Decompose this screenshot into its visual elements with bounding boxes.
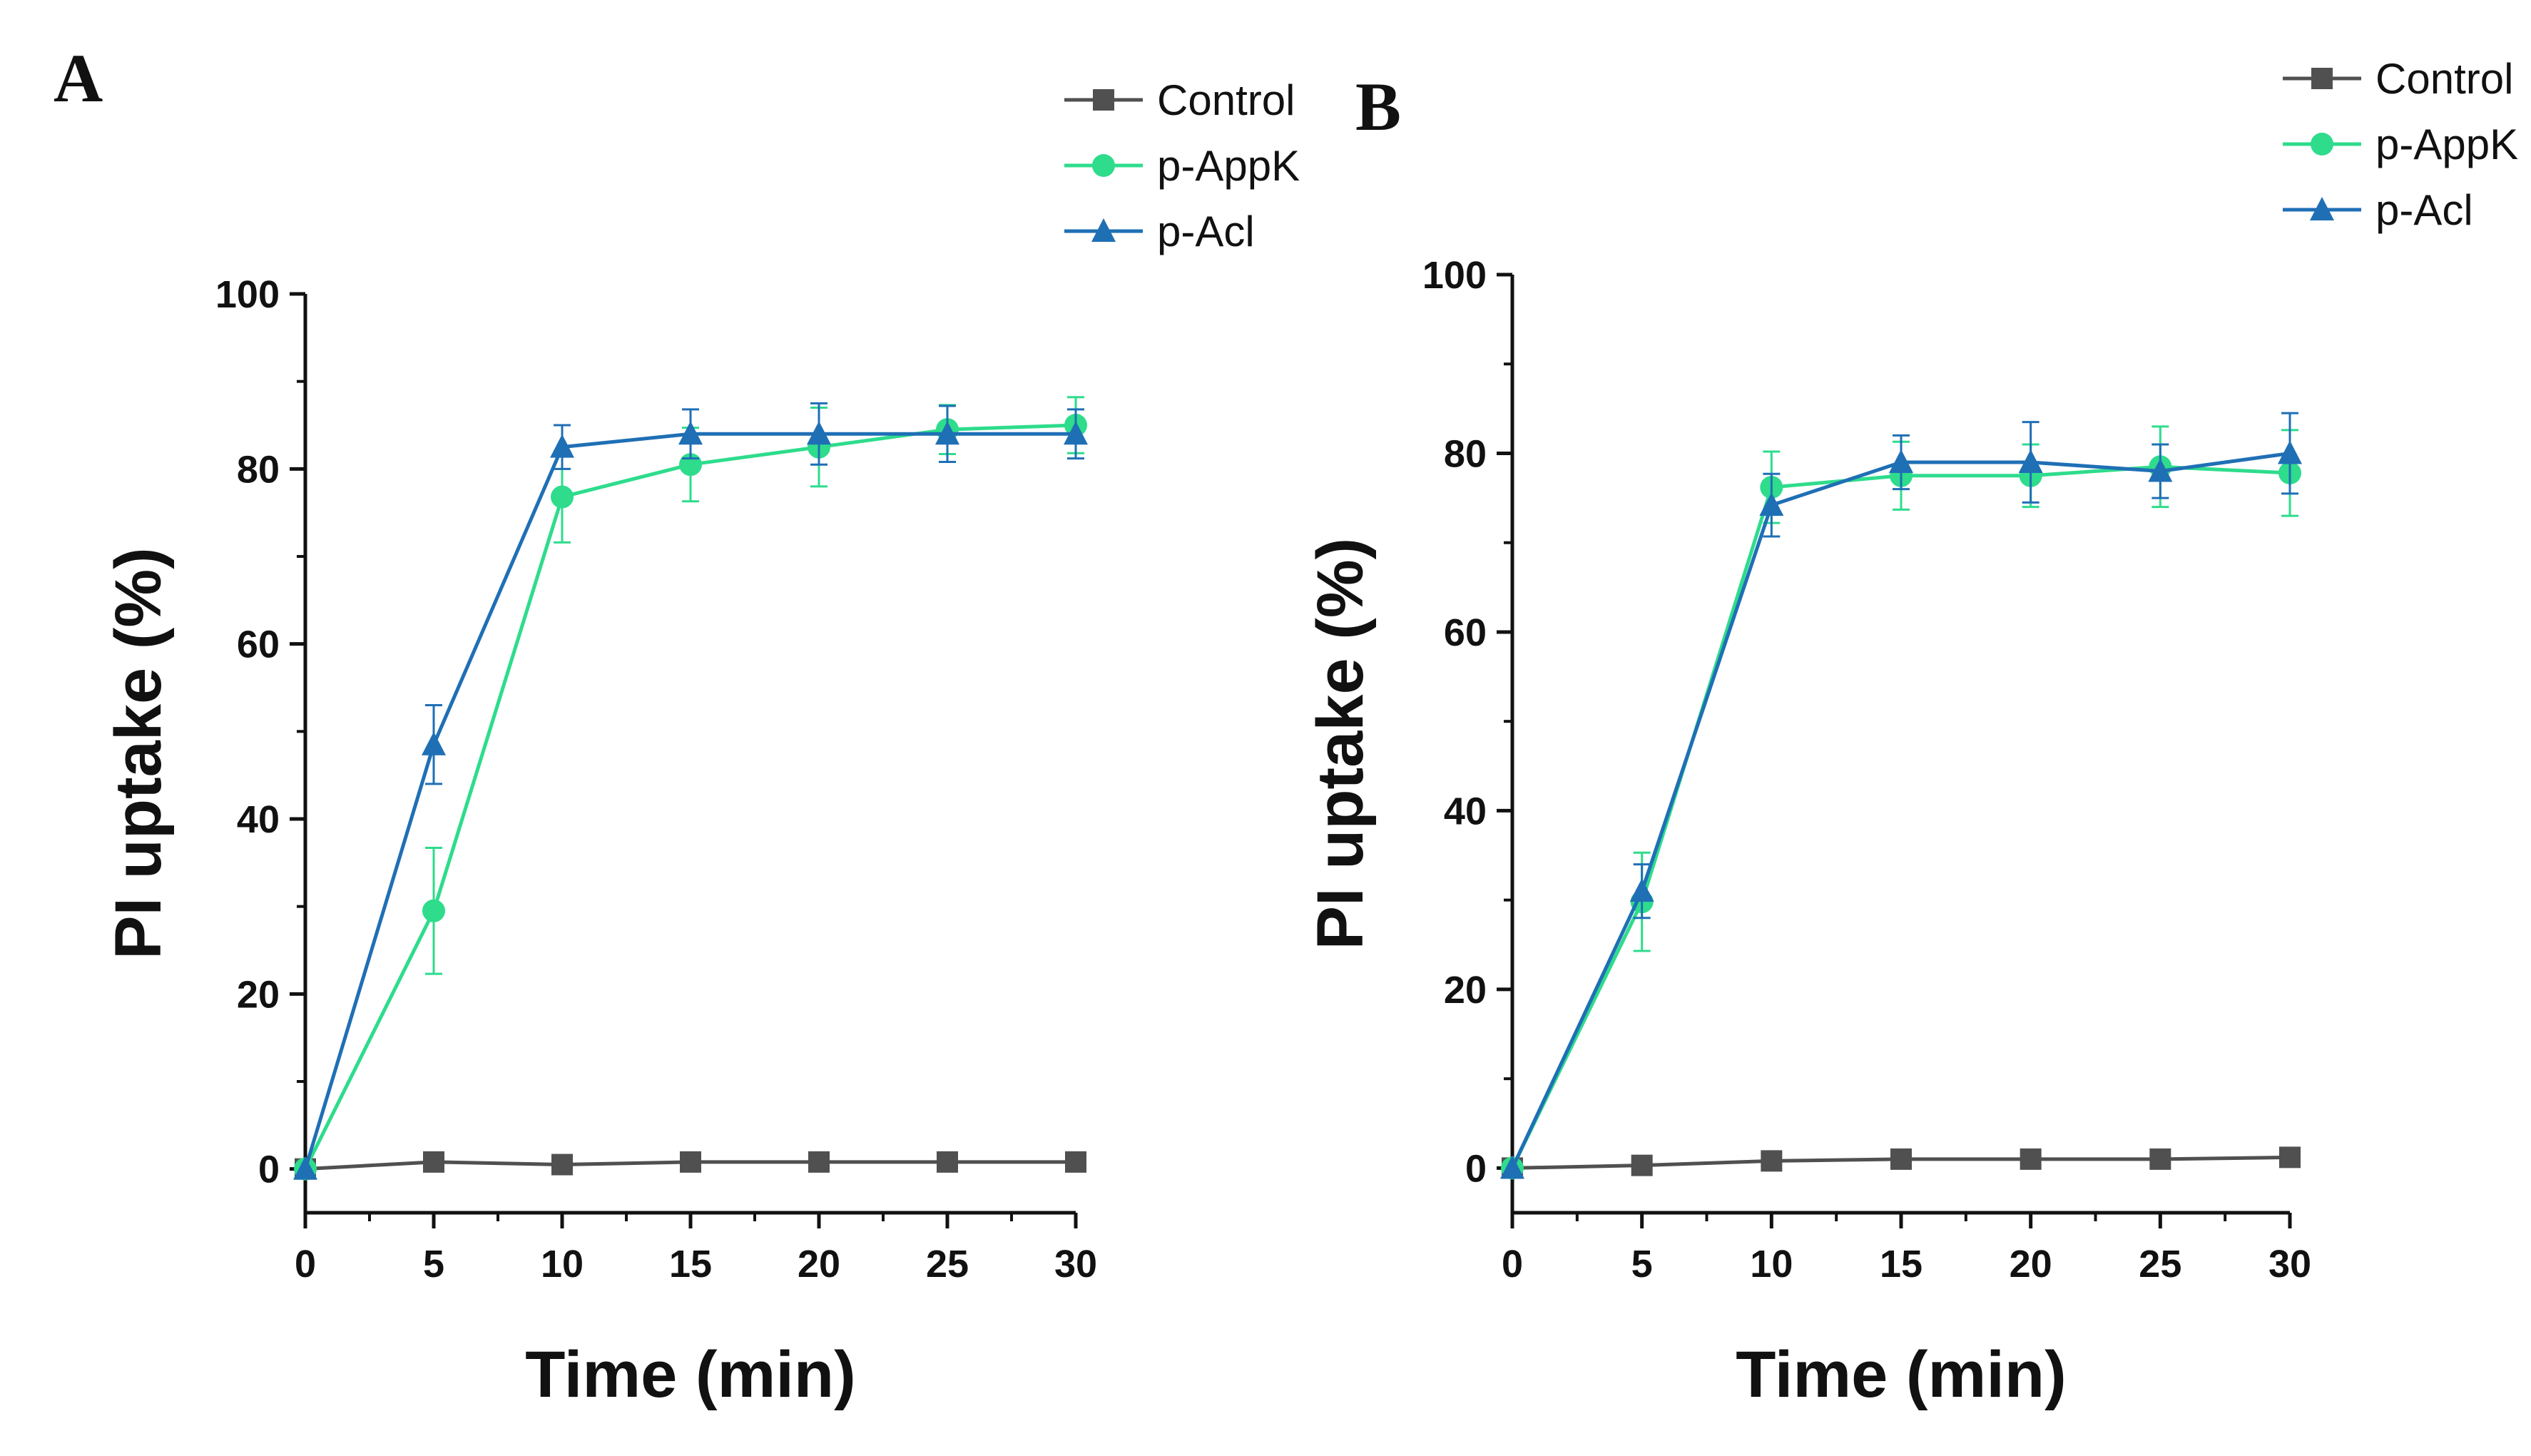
data-point	[1065, 1151, 1086, 1173]
legend: Control p-AppK p-Acl	[1064, 76, 1300, 255]
data-point	[2279, 1146, 2301, 1169]
legend-item: p-Acl	[1064, 208, 1255, 255]
data-point	[1761, 1150, 1783, 1172]
data-point	[293, 1156, 317, 1180]
data-point	[551, 1154, 573, 1176]
data-point	[935, 421, 959, 445]
x-axis-title: Time (min)	[1736, 1338, 2066, 1411]
x-tick-label: 30	[2268, 1243, 2311, 1286]
axes: 0 20 40 60 80 100 0 5 10 15 20 25 30	[215, 273, 1097, 1286]
x-tick-label: 0	[295, 1243, 316, 1286]
series-line	[303, 423, 1076, 1170]
y-tick-label: 100	[1422, 254, 1487, 297]
legend-item: p-Acl	[2283, 186, 2473, 234]
series-p-appk	[1501, 425, 2301, 1180]
x-tick-label: 10	[1750, 1243, 1793, 1286]
legend-label: Control	[2375, 55, 2513, 103]
series-p-acl	[293, 402, 1088, 1180]
series-line	[1510, 464, 2291, 1169]
x-tick-label: 5	[423, 1243, 444, 1286]
x-axis-title: Time (min)	[525, 1338, 855, 1411]
legend-label: Control	[1157, 76, 1295, 124]
series-line	[303, 432, 1076, 1170]
series-line	[1510, 451, 2291, 1169]
legend-item: Control	[2283, 55, 2513, 103]
y-tick-label: 0	[1465, 1147, 1487, 1190]
y-tick-label: 20	[237, 973, 280, 1016]
data-point	[423, 1151, 444, 1173]
data-point	[2018, 449, 2043, 473]
y-tick-label: 80	[1444, 432, 1487, 475]
y-tick-label: 80	[237, 448, 280, 491]
x-tick-label: 20	[2010, 1243, 2052, 1286]
y-axis-title: PI uptake (%)	[102, 547, 175, 959]
panel-b: B 0 20 40 60 80 100 0 5 10 15 20 25 30 PI uptake (%) Ti…	[1304, 55, 2518, 1411]
y-tick-label: 40	[1444, 790, 1487, 833]
data-point	[1759, 492, 1784, 516]
legend-marker	[1091, 218, 1116, 242]
data-point	[937, 1151, 958, 1173]
data-point	[551, 485, 574, 509]
data-point	[422, 731, 446, 755]
x-tick-label: 0	[1502, 1243, 1523, 1286]
y-tick-label: 100	[215, 273, 280, 316]
x-tick-label: 15	[1880, 1243, 1923, 1286]
data-point	[2148, 458, 2173, 482]
x-tick-label: 10	[541, 1243, 584, 1286]
data-point	[1500, 1155, 1524, 1179]
x-tick-label: 25	[2139, 1243, 2181, 1286]
legend-marker	[1092, 154, 1115, 177]
y-tick-label: 60	[1444, 611, 1487, 654]
data-point	[1064, 421, 1088, 445]
panel-a: A 0 20 40 60 80 100 0 5 10 15 20 25 30 PI uptake (%) Ti…	[54, 40, 1300, 1411]
x-tick-label: 15	[669, 1243, 712, 1286]
legend-marker	[2311, 68, 2333, 89]
x-tick-label: 30	[1054, 1243, 1097, 1286]
data-point	[808, 1151, 830, 1173]
legend-item: Control	[1064, 76, 1295, 124]
legend-marker	[1093, 89, 1114, 111]
y-axis-title: PI uptake (%)	[1304, 538, 1377, 950]
data-point	[1629, 878, 1654, 902]
data-point	[2278, 440, 2302, 464]
series-p-appk	[294, 396, 1087, 1181]
legend-label: p-AppK	[1157, 142, 1300, 190]
data-point	[2149, 1148, 2171, 1170]
axes: 0 20 40 60 80 100 0 5 10 15 20 25 30	[1422, 254, 2311, 1286]
legend-item: p-AppK	[2283, 121, 2518, 168]
series-p-acl	[1500, 412, 2302, 1179]
legend: Control p-AppK p-Acl	[2283, 55, 2518, 234]
series-control	[295, 1151, 1086, 1180]
legend-marker	[2310, 197, 2334, 220]
legend-label: p-AppK	[2375, 121, 2518, 168]
panel-letter: B	[1355, 68, 1401, 145]
series-control	[1502, 1146, 2301, 1179]
data-point	[678, 421, 703, 445]
data-point	[2020, 1148, 2042, 1170]
y-tick-label: 60	[237, 623, 280, 666]
data-point	[680, 1151, 701, 1173]
data-point	[1631, 1154, 1653, 1176]
data-point	[550, 434, 574, 458]
legend-marker	[2311, 133, 2333, 156]
data-point	[422, 899, 445, 922]
legend-item: p-AppK	[1064, 142, 1300, 190]
y-tick-label: 40	[237, 798, 280, 841]
legend-label: p-Acl	[1157, 208, 1255, 255]
legend-label: p-Acl	[2375, 186, 2473, 234]
x-tick-label: 20	[798, 1243, 840, 1286]
y-tick-label: 0	[258, 1149, 280, 1191]
x-tick-label: 25	[926, 1243, 969, 1286]
y-tick-label: 20	[1444, 969, 1487, 1012]
data-point	[807, 421, 831, 445]
x-tick-label: 5	[1631, 1243, 1653, 1286]
data-point	[1890, 1148, 1912, 1170]
panel-letter: A	[54, 40, 103, 116]
data-point	[1889, 449, 1913, 473]
